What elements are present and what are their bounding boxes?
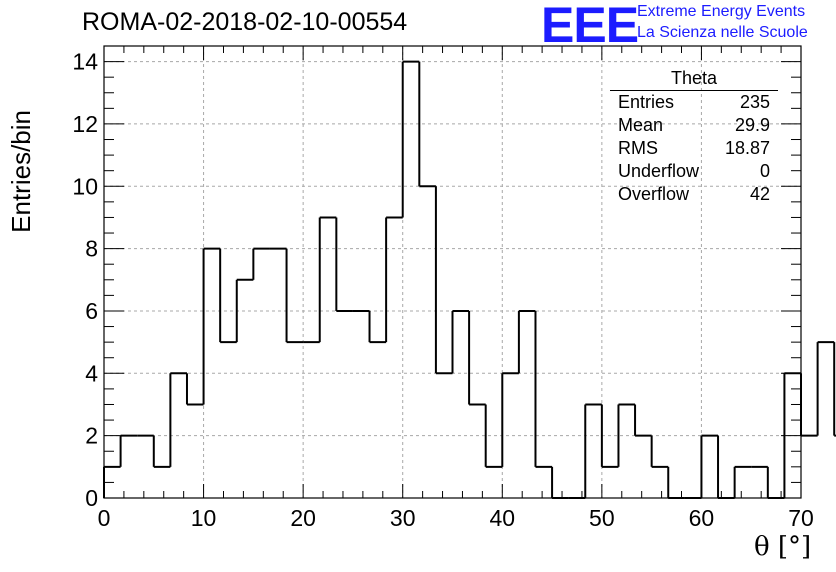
chart-title: ROMA-02-2018-02-10-00554 (82, 8, 408, 36)
stats-value: 42 (749, 184, 770, 204)
stats-row-overflow: Overflow 42 (610, 183, 778, 206)
y-tick-label: 12 (72, 111, 98, 137)
y-tick-label: 4 (85, 360, 98, 386)
x-tick-label: 70 (788, 505, 814, 531)
stats-title: Theta (610, 68, 778, 91)
y-tick-label: 0 (85, 485, 98, 511)
stats-value: 18.87 (724, 138, 770, 158)
x-tick-label: 0 (98, 505, 111, 531)
logo-line-1: Extreme Energy Events (637, 3, 806, 20)
x-tick-label: 10 (191, 505, 217, 531)
stats-label: Underflow (618, 161, 700, 181)
x-tick-label: 40 (489, 505, 515, 531)
y-tick-label: 6 (85, 298, 98, 324)
x-tick-label: 50 (589, 505, 615, 531)
stats-box: Theta Entries 235 Mean 29.9 RMS 18.87 Un… (610, 68, 778, 206)
y-tick-label: 14 (72, 49, 98, 75)
y-tick-label: 2 (85, 423, 98, 449)
x-tick-label: 20 (290, 505, 316, 531)
stats-row-entries: Entries 235 (610, 91, 778, 114)
x-axis-label: θ [°] (754, 532, 812, 562)
stats-label: Overflow (618, 184, 690, 204)
stats-label: Mean (618, 115, 664, 135)
y-tick-label: 8 (85, 236, 98, 262)
stats-value: 0 (759, 161, 770, 181)
stats-row-rms: RMS 18.87 (610, 137, 778, 160)
x-tick-label: 30 (390, 505, 416, 531)
logo-line-2: La Scienza nelle Scuole (637, 24, 808, 41)
x-tick-label: 60 (689, 505, 715, 531)
stats-row-mean: Mean 29.9 (610, 114, 778, 137)
stats-row-underflow: Underflow 0 (610, 160, 778, 183)
stats-label: RMS (618, 138, 658, 158)
stats-value: 235 (739, 92, 770, 112)
tick-labels: 0 10 20 30 40 50 60 70 0 2 4 6 8 10 12 14 (72, 49, 813, 531)
stats-label: Entries (618, 92, 675, 112)
y-tick-label: 10 (72, 173, 98, 199)
plot-frame (103, 45, 802, 499)
stats-value: 29.9 (734, 115, 770, 135)
eee-logo: EEE (541, 0, 639, 53)
